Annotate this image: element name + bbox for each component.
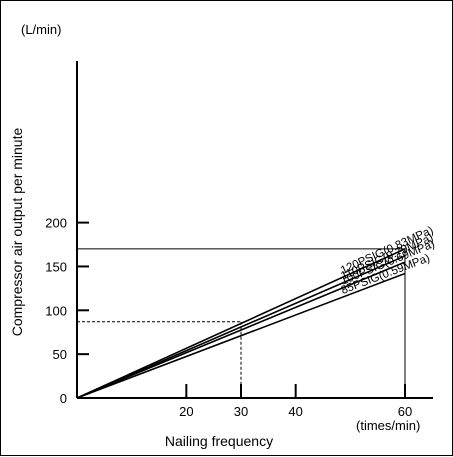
y-tick-label: 50 bbox=[53, 347, 67, 362]
x-tick-label: 60 bbox=[398, 404, 412, 419]
x-axis-title: Nailing frequency bbox=[165, 433, 273, 449]
series-line bbox=[76, 272, 406, 399]
y-tick-label: 0 bbox=[60, 391, 67, 406]
x-tick-label: 30 bbox=[234, 404, 248, 419]
x-tick-label: 20 bbox=[179, 404, 193, 419]
y-tick-label: 200 bbox=[45, 216, 67, 231]
y-tick-label: 100 bbox=[45, 303, 67, 318]
series-line bbox=[76, 248, 406, 399]
y-tick-label: 150 bbox=[45, 259, 67, 274]
x-tick-label: 40 bbox=[288, 404, 302, 419]
y-unit-label: (L/min) bbox=[21, 22, 61, 37]
series-line bbox=[76, 261, 406, 399]
x-unit-label: (times/min) bbox=[356, 418, 420, 433]
series-line bbox=[76, 255, 406, 399]
y-axis-title: Compressor air output per minute bbox=[9, 128, 25, 337]
